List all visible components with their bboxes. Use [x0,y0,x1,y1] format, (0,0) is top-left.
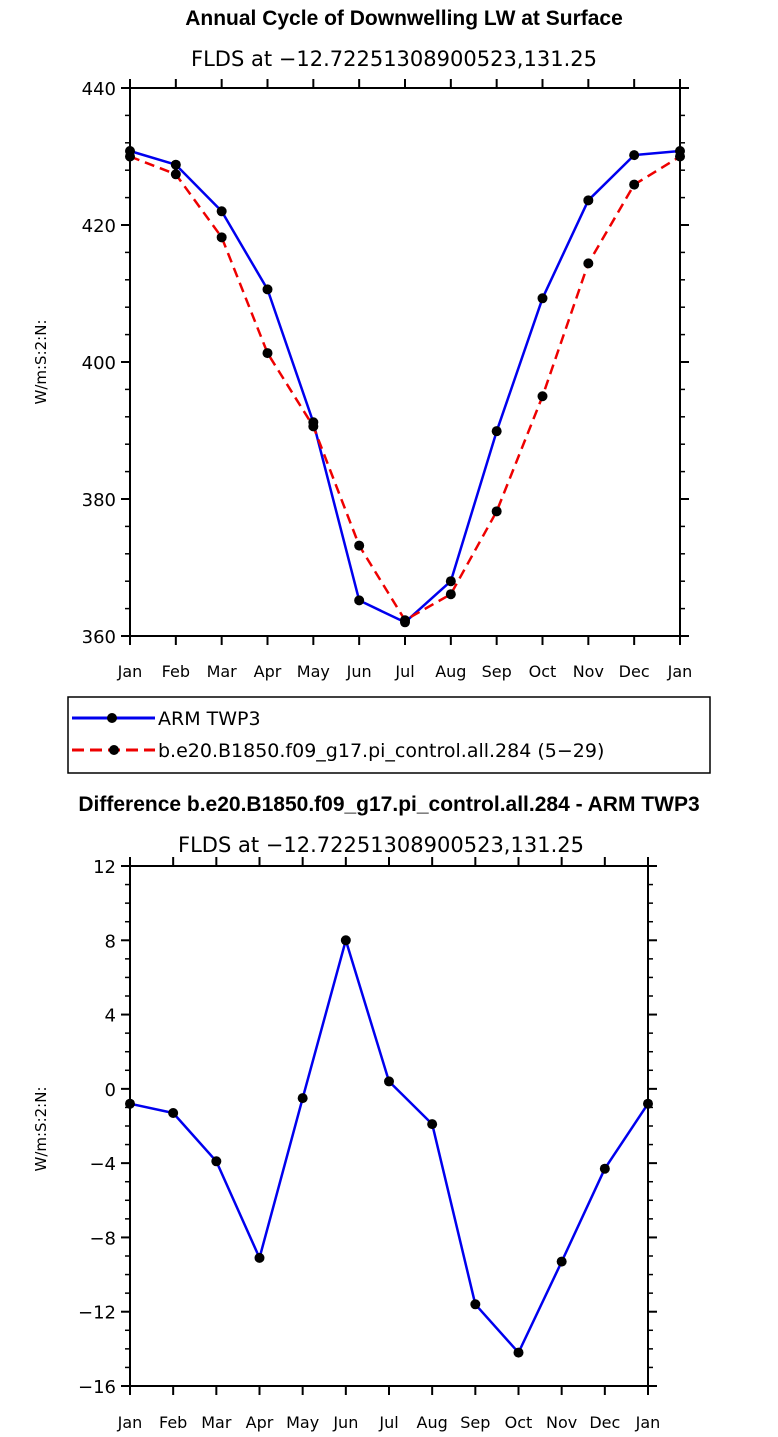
bottom-ytick-label: 0 [105,1080,116,1101]
bottom-xtick-label: Sep [460,1413,490,1432]
legend-label-2: b.e20.B1850.f09_g17.pi_control.all.284 (… [158,740,604,762]
legend-label-1: ARM TWP3 [158,708,261,730]
top-series-2-point [308,421,319,432]
bottom-series-1-point [384,1076,394,1087]
bottom-series-1-point [297,1093,308,1104]
bottom-xtick-label: Jan [635,1413,661,1432]
bottom-xtick-label: Jun [332,1413,358,1432]
top-xtick-label: Jul [394,662,414,681]
top-xtick-label: Jun [346,662,372,681]
top-series-1-point [445,576,456,587]
bottom-series-line-1 [129,939,650,1354]
bottom-xtick-label: Aug [417,1413,448,1432]
top-series-1-point [537,293,548,304]
top-ytick-label: 420 [82,216,116,237]
legend-box [67,696,711,774]
top-series-2-point [537,391,548,402]
bottom-series-1-point [211,1156,222,1167]
top-xtick-label: Aug [435,662,466,681]
top-xtick-label: Feb [162,662,190,681]
bottom-series-1-point [168,1108,179,1118]
bottom-series-1-point [125,1098,135,1109]
top-series-2-point [445,589,456,600]
top-series-line-2 [129,155,681,622]
top-series-2-point [629,179,640,190]
top-series-1-point [170,159,181,170]
top-xtick-label: Jan [667,662,693,681]
bottom-series-1-point [340,935,351,946]
legend-marker-1 [107,713,117,723]
bottom-chart-title: Difference b.e20.B1850.f09_g17.pi_contro… [78,793,699,816]
top-series-2-point [400,615,410,626]
bottom-series-1-point [643,1098,653,1109]
top-chart-subtitle: FLDS at −12.72251308900523,131.25 [191,47,597,71]
top-series-2-point [216,232,227,243]
bottom-series-1-point [599,1163,610,1174]
bottom-xtick-label: Nov [546,1413,577,1432]
bottom-xtick-label: Feb [159,1413,187,1432]
top-ytick-label: 400 [82,353,116,374]
top-xtick-label: Apr [254,662,282,681]
top-series-1-point [262,284,273,295]
top-series-2-point [583,258,594,269]
top-series-2-point [262,348,273,359]
bottom-xtick-label: Jul [378,1413,398,1432]
bottom-series-1-point [427,1119,438,1130]
bottom-chart-plot: −16 −12 −8 −4 0 4 8 12 Jan Feb Mar Apr May Jun Jul Aug S… [78,857,660,1432]
top-series-1-point [583,195,594,206]
top-series-2-point [354,540,365,551]
top-xtick-label: May [297,662,330,681]
bottom-xtick-label: May [286,1413,319,1432]
top-xtick-label: Sep [482,662,512,681]
bottom-ytick-label: 4 [105,1006,116,1027]
top-series-line-1 [129,149,681,624]
bottom-ytick-label: −8 [89,1228,116,1249]
top-series-1-point [216,206,227,217]
bottom-chart-ylabel: W/m:S:2:N: [32,1087,50,1172]
bottom-ytick-label: −16 [78,1377,116,1398]
bottom-xtick-label: Apr [246,1413,274,1432]
legend: ARM TWP3 b.e20.B1850.f09_g17.pi_control.… [67,696,711,774]
top-chart-title: Annual Cycle of Downwelling LW at Surfac… [185,7,623,30]
top-ytick-label: 380 [82,490,116,511]
bottom-xtick-label: Jan [117,1413,143,1432]
bottom-xtick-label: Dec [589,1413,620,1432]
top-series-1-point [354,595,365,606]
top-series-1-point [491,426,502,437]
bottom-series-1-point [513,1347,524,1358]
legend-entry-1: ARM TWP3 [72,708,261,730]
top-chart-ylabel: W/m:S:2:N: [32,320,50,405]
bottom-xtick-label: Mar [201,1413,232,1432]
top-series-2-point [675,151,685,162]
top-series-2-point [170,169,181,180]
top-xtick-label: Mar [207,662,238,681]
legend-marker-2 [109,745,119,755]
bottom-series-1-point [470,1299,481,1310]
top-ytick-label: 440 [82,79,116,100]
legend-entry-2: b.e20.B1850.f09_g17.pi_control.all.284 (… [72,740,604,762]
top-series-2-point [125,151,135,162]
bottom-ytick-label: 8 [105,931,116,952]
top-xtick-label: Oct [529,662,557,681]
bottom-ytick-label: −12 [78,1303,116,1324]
top-series-2-point [491,506,502,517]
bottom-chart-subtitle: FLDS at −12.72251308900523,131.25 [178,833,584,857]
top-series-1-point [629,150,640,161]
top-xtick-label: Dec [619,662,650,681]
top-ytick-label: 360 [82,627,116,648]
bottom-ytick-label: 12 [93,857,116,878]
top-xtick-label: Jan [117,662,143,681]
bottom-ytick-label: −4 [89,1154,116,1175]
top-chart-plot: 360 380 400 420 440 Jan Feb Mar Apr May Jun Jul Aug S… [82,79,693,681]
bottom-xtick-label: Oct [505,1413,533,1432]
top-xtick-label: Nov [573,662,604,681]
bottom-series-1-point [254,1252,265,1263]
top-plot-frame [129,87,681,637]
bottom-plot-frame [129,865,649,1387]
bottom-series-1-point [556,1256,567,1267]
